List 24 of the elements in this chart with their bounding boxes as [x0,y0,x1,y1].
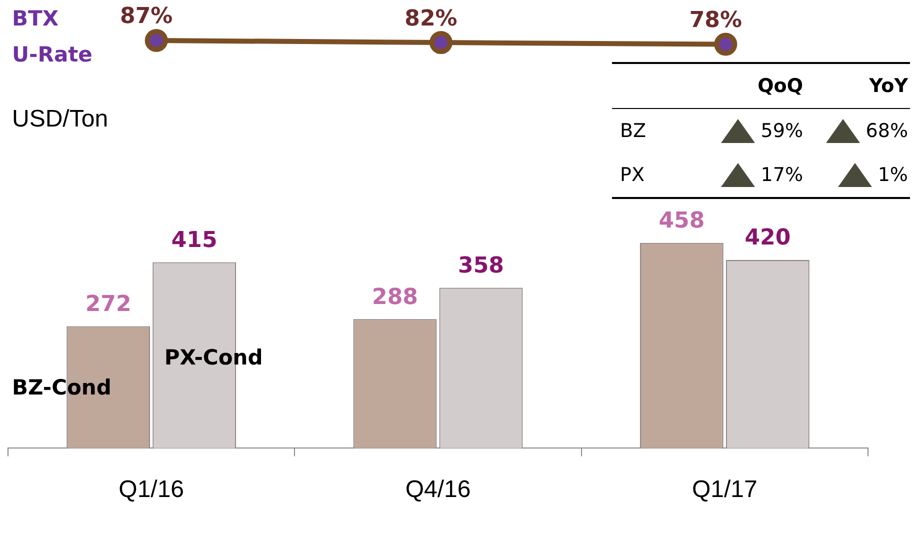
text: 59% [760,120,803,142]
data-label: 87% [120,4,173,30]
text: PX [620,164,644,186]
data-label: 272 [85,292,132,318]
data-label: 458 [658,208,705,234]
text: 68% [866,120,908,142]
text: YoY [869,75,908,97]
data-label: 82% [404,6,458,32]
data-label: 288 [372,284,418,310]
x-tick-label: Q1/17 [692,476,758,504]
data-label: 420 [744,226,791,251]
text: BZ [620,120,646,142]
text: 1% [878,164,908,186]
data-label: 358 [458,253,504,278]
data-label: 415 [171,228,218,253]
text: 17% [760,164,803,186]
x-tick-label: Q4/16 [405,476,471,504]
x-tick-label: Q1/16 [118,476,184,504]
series-label: BZ-Cond [12,375,112,400]
y-axis-title: USD/Ton [12,106,108,133]
series-label: PX-Cond [164,345,263,370]
text: BTX U-Rate [12,6,92,66]
text: QoQ [758,75,803,97]
data-label: 78% [689,8,742,33]
